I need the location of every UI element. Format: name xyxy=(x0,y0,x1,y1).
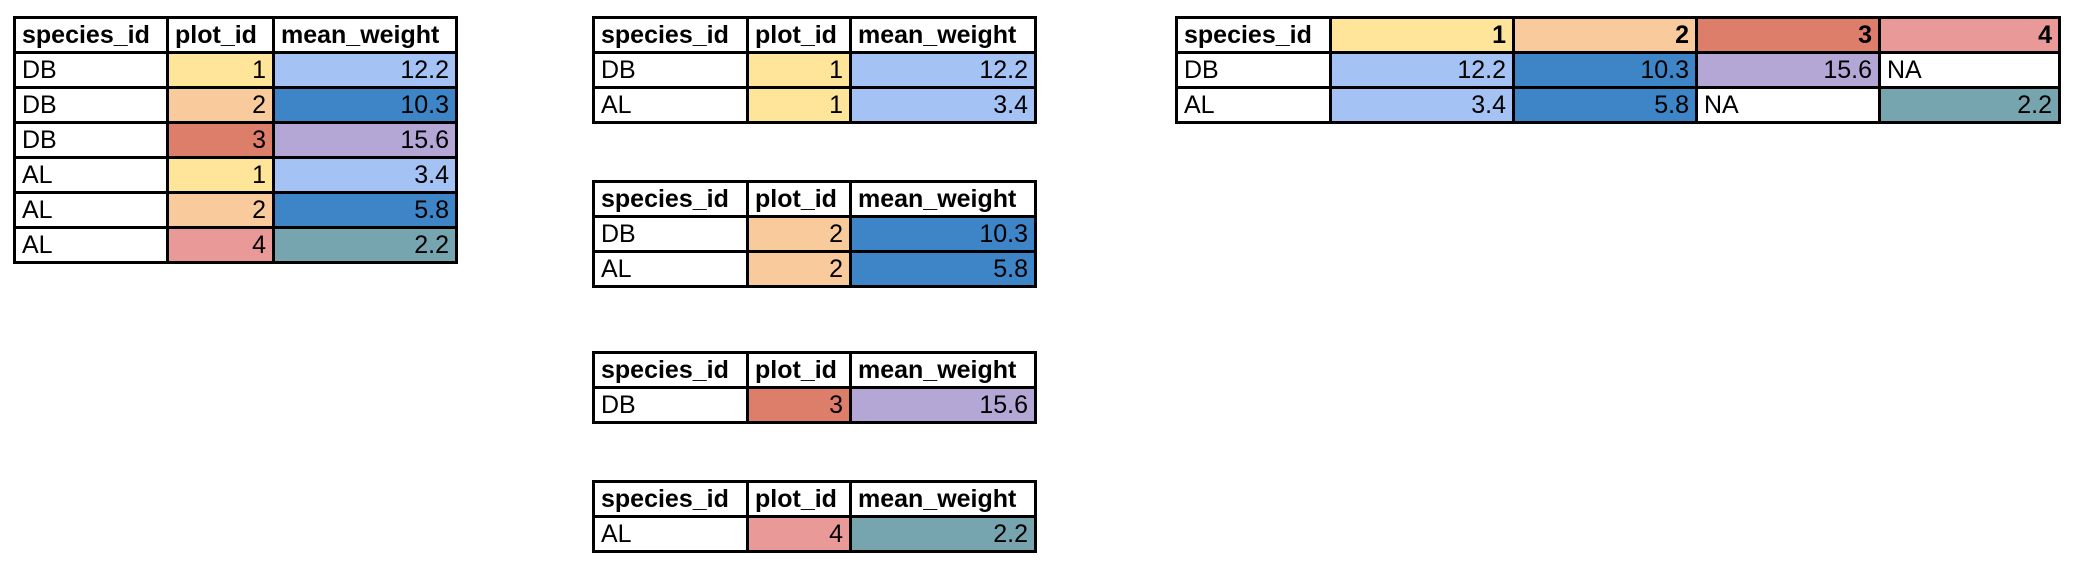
column-header: plot_id xyxy=(746,351,852,389)
table-row: AL 3.4 5.8 NA 2.2 xyxy=(1175,86,2061,124)
column-header: plot_id xyxy=(166,16,275,54)
plot-1-table: species_id plot_id mean_weight DB 1 12.2 AL 1 3.… xyxy=(592,16,1037,124)
column-header: species_id xyxy=(13,16,169,54)
mean-weight-cell: 10.3 xyxy=(1512,51,1698,89)
mean-weight-cell: 2.2 xyxy=(1878,86,2061,124)
mean-weight-cell: 5.8 xyxy=(1512,86,1698,124)
species-cell: AL xyxy=(592,515,749,553)
table-row: AL 1 3.4 xyxy=(13,156,458,194)
table-row: DB 1 12.2 xyxy=(13,51,458,89)
species-cell: DB xyxy=(13,51,169,89)
column-header: plot_id xyxy=(746,16,852,54)
wide-format-table: species_id 1 2 3 4 DB 12.2 10.3 15.6 NA AL 3.4 5.8 NA… xyxy=(1175,16,2061,124)
column-header: mean_weight xyxy=(849,480,1037,518)
column-header: species_id xyxy=(592,180,749,218)
species-cell: AL xyxy=(592,250,749,288)
plot-column-header: 2 xyxy=(1512,16,1698,54)
species-cell: DB xyxy=(13,121,169,159)
column-header: species_id xyxy=(1175,16,1332,54)
plot-id-cell: 4 xyxy=(746,515,852,553)
long-format-table: species_id plot_id mean_weight DB 1 12.2 DB 2 10… xyxy=(13,16,458,264)
table-row: DB 1 12.2 xyxy=(592,51,1037,89)
plot-id-cell: 4 xyxy=(166,226,275,264)
table-row: DB 2 10.3 xyxy=(592,215,1037,253)
species-cell: DB xyxy=(592,51,749,89)
mean-weight-cell: 10.3 xyxy=(849,215,1037,253)
mean-weight-cell: 3.4 xyxy=(849,86,1037,124)
mean-weight-cell: 15.6 xyxy=(1695,51,1881,89)
plot-id-cell: 2 xyxy=(166,191,275,229)
plot-id-cell: 2 xyxy=(166,86,275,124)
table-row: DB 3 15.6 xyxy=(592,386,1037,424)
mean-weight-cell: 3.4 xyxy=(1329,86,1515,124)
table-row: AL 1 3.4 xyxy=(592,86,1037,124)
mean-weight-cell: 15.6 xyxy=(849,386,1037,424)
mean-weight-cell: 15.6 xyxy=(272,121,458,159)
plot-id-cell: 3 xyxy=(746,386,852,424)
species-cell: DB xyxy=(1175,51,1332,89)
header-row: species_id plot_id mean_weight xyxy=(592,16,1037,54)
plot-column-header: 3 xyxy=(1695,16,1881,54)
column-header: species_id xyxy=(592,16,749,54)
mean-weight-cell: 2.2 xyxy=(849,515,1037,553)
plot-3-table: species_id plot_id mean_weight DB 3 15.6 xyxy=(592,351,1037,424)
plot-column-header: 1 xyxy=(1329,16,1515,54)
mean-weight-cell: 2.2 xyxy=(272,226,458,264)
species-cell: AL xyxy=(13,191,169,229)
table-row: DB 2 10.3 xyxy=(13,86,458,124)
plot-4-table: species_id plot_id mean_weight AL 4 2.2 xyxy=(592,480,1037,553)
species-cell: AL xyxy=(592,86,749,124)
plot-column-header: 4 xyxy=(1878,16,2061,54)
species-cell: DB xyxy=(592,386,749,424)
mean-weight-cell: 12.2 xyxy=(849,51,1037,89)
plot-id-cell: 2 xyxy=(746,250,852,288)
header-row: species_id plot_id mean_weight xyxy=(592,180,1037,218)
plot-id-cell: 1 xyxy=(746,51,852,89)
header-row: species_id plot_id mean_weight xyxy=(13,16,458,54)
column-header: mean_weight xyxy=(272,16,458,54)
table-row: AL 2 5.8 xyxy=(13,191,458,229)
plot-2-table: species_id plot_id mean_weight DB 2 10.3 AL 2 5.… xyxy=(592,180,1037,288)
species-cell: AL xyxy=(13,226,169,264)
mean-weight-cell: 3.4 xyxy=(272,156,458,194)
mean-weight-cell: 5.8 xyxy=(849,250,1037,288)
column-header: species_id xyxy=(592,351,749,389)
plot-id-cell: 1 xyxy=(746,86,852,124)
plot-id-cell: 2 xyxy=(746,215,852,253)
table-row: DB 12.2 10.3 15.6 NA xyxy=(1175,51,2061,89)
missing-value-cell: NA xyxy=(1878,51,2061,89)
column-header: species_id xyxy=(592,480,749,518)
mean-weight-cell: 12.2 xyxy=(1329,51,1515,89)
table-row: DB 3 15.6 xyxy=(13,121,458,159)
table-row: AL 4 2.2 xyxy=(592,515,1037,553)
plot-id-cell: 1 xyxy=(166,51,275,89)
species-cell: AL xyxy=(1175,86,1332,124)
header-row: species_id plot_id mean_weight xyxy=(592,351,1037,389)
mean-weight-cell: 12.2 xyxy=(272,51,458,89)
table-row: AL 2 5.8 xyxy=(592,250,1037,288)
column-header: mean_weight xyxy=(849,180,1037,218)
species-cell: DB xyxy=(13,86,169,124)
column-header: plot_id xyxy=(746,480,852,518)
plot-id-cell: 1 xyxy=(166,156,275,194)
table-row: AL 4 2.2 xyxy=(13,226,458,264)
header-row: species_id plot_id mean_weight xyxy=(592,480,1037,518)
species-cell: DB xyxy=(592,215,749,253)
column-header: plot_id xyxy=(746,180,852,218)
column-header: mean_weight xyxy=(849,16,1037,54)
mean-weight-cell: 10.3 xyxy=(272,86,458,124)
species-cell: AL xyxy=(13,156,169,194)
column-header: mean_weight xyxy=(849,351,1037,389)
plot-id-cell: 3 xyxy=(166,121,275,159)
missing-value-cell: NA xyxy=(1695,86,1881,124)
mean-weight-cell: 5.8 xyxy=(272,191,458,229)
header-row: species_id 1 2 3 4 xyxy=(1175,16,2061,54)
